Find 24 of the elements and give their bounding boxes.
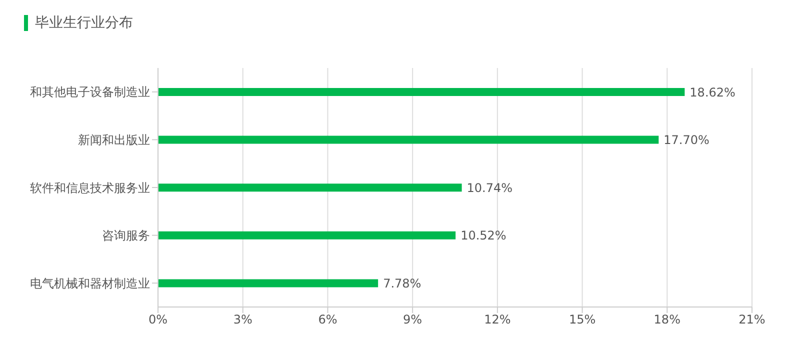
x-tick-label: 0% bbox=[148, 312, 168, 327]
y-tick-label: 电气机械和器材制造业 bbox=[30, 276, 150, 290]
y-tick-label: 咨询服务 bbox=[102, 228, 150, 243]
x-tick-label: 12% bbox=[484, 312, 511, 327]
bar bbox=[158, 184, 462, 192]
y-tick-label: 软件和信息技术服务业 bbox=[30, 180, 150, 195]
x-tick-label: 15% bbox=[568, 312, 596, 327]
x-tick-label: 21% bbox=[738, 312, 766, 327]
data-label: 7.78% bbox=[383, 276, 422, 290]
bar bbox=[158, 231, 456, 240]
x-tick-label: 3% bbox=[233, 312, 252, 327]
bar bbox=[158, 279, 378, 288]
data-label: 10.74% bbox=[466, 180, 513, 195]
y-tick-label: 新闻和出版业 bbox=[78, 132, 150, 147]
x-tick-label: 6% bbox=[318, 312, 338, 327]
data-label: 10.52% bbox=[460, 228, 506, 243]
x-tick-label: 9% bbox=[403, 312, 422, 327]
data-label: 18.62% bbox=[690, 85, 736, 100]
x-tick-label: 18% bbox=[654, 312, 680, 327]
bar bbox=[158, 136, 659, 144]
data-label: 17.70% bbox=[664, 133, 710, 148]
y-tick-label: 和其他电子设备制造业 bbox=[30, 85, 150, 100]
chart-title: 毕业生行业分布 bbox=[35, 14, 133, 32]
bar bbox=[158, 88, 685, 96]
